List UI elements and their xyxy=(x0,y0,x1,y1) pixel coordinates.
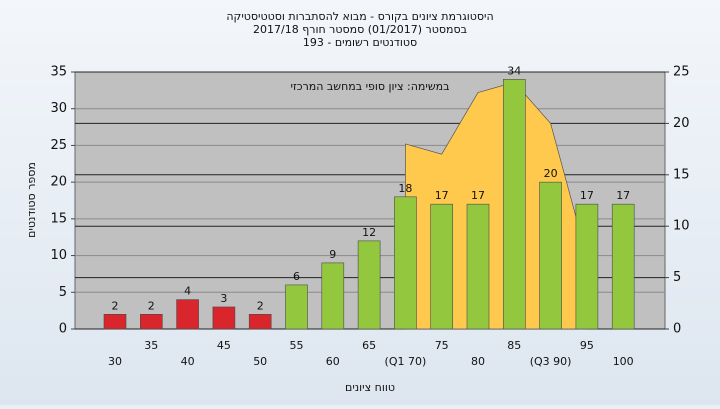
y-tick-label: 25 xyxy=(50,138,67,153)
x-tick-label: 80 xyxy=(471,355,485,368)
y2-tick-label: 20 xyxy=(673,116,690,131)
value-label: 17 xyxy=(471,189,485,202)
chart-title: היסטוגרמת ציונים בקורס - מבוא להסתברות ו… xyxy=(226,10,493,23)
y2-tick-label: 0 xyxy=(673,322,681,337)
value-label: 17 xyxy=(616,189,630,202)
bar xyxy=(539,181,562,330)
value-label: 6 xyxy=(293,270,300,283)
chart-subtitle: סטודנטים רשומים - 193 xyxy=(303,36,417,49)
x-tick-label: 40 xyxy=(181,355,195,368)
bar xyxy=(176,299,199,330)
x-tick-label: 60 xyxy=(326,355,340,368)
bar xyxy=(575,203,599,330)
y-tick-label: 30 xyxy=(50,101,67,116)
y2-tick-label: 5 xyxy=(673,270,681,285)
chart-subtitle: בסמסטר (01/2017) סמסטר חורף 2017/18 xyxy=(253,23,467,36)
x-tick-label: 50 xyxy=(253,355,267,368)
value-label: 4 xyxy=(184,285,191,298)
bar xyxy=(248,314,272,330)
bar xyxy=(103,314,127,330)
bar xyxy=(430,203,454,330)
value-label: 12 xyxy=(362,226,376,239)
value-label: 18 xyxy=(398,182,412,195)
bar xyxy=(611,203,635,330)
y-tick-label: 15 xyxy=(50,211,67,226)
value-label: 3 xyxy=(220,292,227,305)
value-label: 9 xyxy=(329,248,336,261)
x-tick-label: 45 xyxy=(217,339,231,352)
bar xyxy=(357,240,381,330)
y-tick-label: 5 xyxy=(59,285,67,300)
y2-tick-label: 10 xyxy=(673,219,690,234)
x-tick-label: 55 xyxy=(290,339,304,352)
value-label: 34 xyxy=(507,64,521,77)
y-tick-label: 35 xyxy=(50,65,67,80)
bar xyxy=(212,306,236,330)
value-label: 2 xyxy=(148,299,155,312)
value-label: 17 xyxy=(580,189,594,202)
x-tick-label: 30 xyxy=(108,355,122,368)
bar xyxy=(502,79,526,330)
y-tick-label: 20 xyxy=(50,175,67,190)
bar xyxy=(140,314,163,330)
annotation: במשימה: ציון סופי במחשב המרכזי xyxy=(290,80,449,93)
y2-tick-label: 25 xyxy=(673,65,690,80)
value-label: 20 xyxy=(544,167,558,180)
bar xyxy=(394,196,417,330)
value-label: 17 xyxy=(435,189,449,202)
value-label: 2 xyxy=(257,299,264,312)
y-axis-label: מספר סטודנטים xyxy=(25,162,38,238)
y-tick-label: 0 xyxy=(59,322,67,337)
x-tick-label: 65 xyxy=(362,339,376,352)
x-tick-label: 75 xyxy=(435,339,449,352)
plot: 0510152025303505101520253023524044535025… xyxy=(50,64,689,368)
x-tick-label: 35 xyxy=(144,339,158,352)
x-tick-label: (Q3 90) xyxy=(530,355,572,368)
x-tick-label: 85 xyxy=(507,339,521,352)
value-label: 2 xyxy=(112,299,119,312)
bar xyxy=(285,284,308,330)
x-tick-label: 100 xyxy=(613,355,634,368)
x-tick-label: 95 xyxy=(580,339,594,352)
y-tick-label: 10 xyxy=(50,248,67,263)
bar xyxy=(466,203,490,330)
y2-tick-label: 15 xyxy=(673,167,690,182)
bar xyxy=(321,262,345,330)
x-tick-label: (Q1 70) xyxy=(385,355,427,368)
x-axis-label: טווח ציונים xyxy=(345,381,395,394)
